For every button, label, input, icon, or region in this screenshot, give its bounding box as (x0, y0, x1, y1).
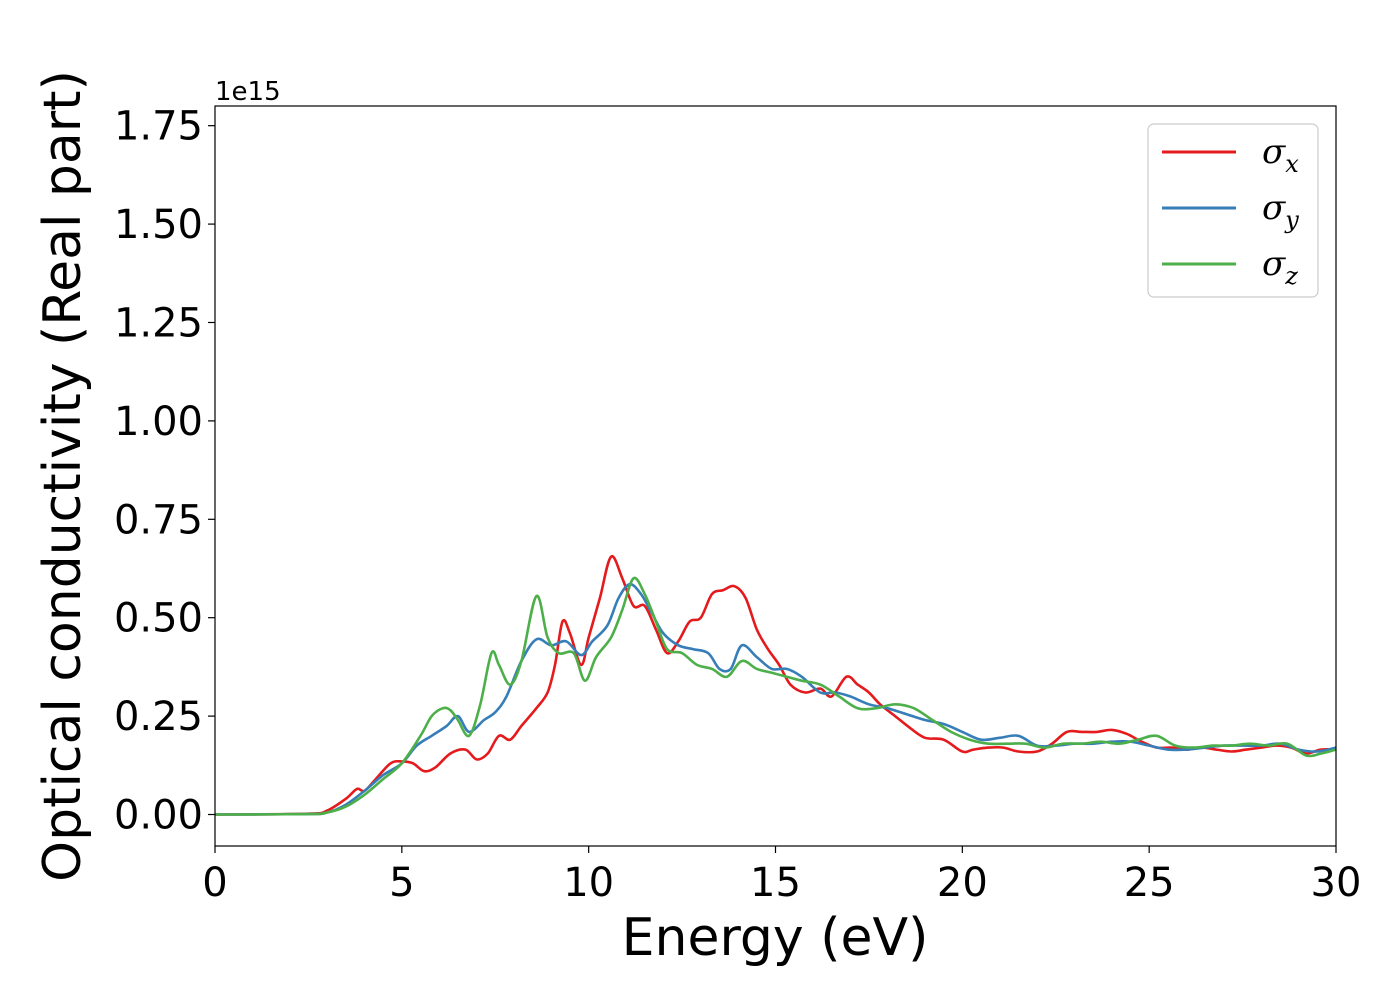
y-tick-label: 0.50 (114, 596, 203, 642)
x-tick-label: 10 (563, 860, 614, 906)
legend-label-z: σz (1262, 244, 1298, 290)
series-line-z (214, 576, 1337, 816)
y-axis-ticks: 0.00 0.25 0.50 0.75 1.00 1.25 1.50 1.75 (114, 104, 215, 839)
series-layer (214, 555, 1337, 816)
legend-box (1147, 123, 1319, 298)
x-tick-label: 30 (1311, 860, 1362, 906)
y-offset-text: 1e15 (215, 77, 281, 107)
x-axis-label: Energy (eV) (622, 908, 929, 968)
legend-label-y: σy (1262, 188, 1299, 234)
x-tick-label: 20 (937, 860, 988, 906)
x-tick-label: 5 (389, 860, 414, 906)
y-axis-label: Optical conductivity (Real part) (33, 70, 93, 882)
x-tick-label: 0 (202, 860, 227, 906)
x-axis-ticks: 0 5 10 15 20 25 30 (202, 846, 1361, 906)
y-tick-label: 0.00 (114, 793, 203, 839)
legend: σx σy σz (1147, 123, 1319, 298)
x-tick-label: 15 (750, 860, 801, 906)
y-tick-label: 1.50 (114, 202, 203, 248)
y-tick-label: 0.75 (114, 497, 203, 543)
legend-label-x: σx (1262, 132, 1299, 178)
y-tick-label: 1.00 (114, 399, 203, 445)
x-tick-label: 25 (1124, 860, 1175, 906)
y-tick-label: 1.25 (114, 300, 203, 346)
y-tick-label: 1.75 (114, 104, 203, 150)
y-tick-label: 0.25 (114, 694, 203, 740)
